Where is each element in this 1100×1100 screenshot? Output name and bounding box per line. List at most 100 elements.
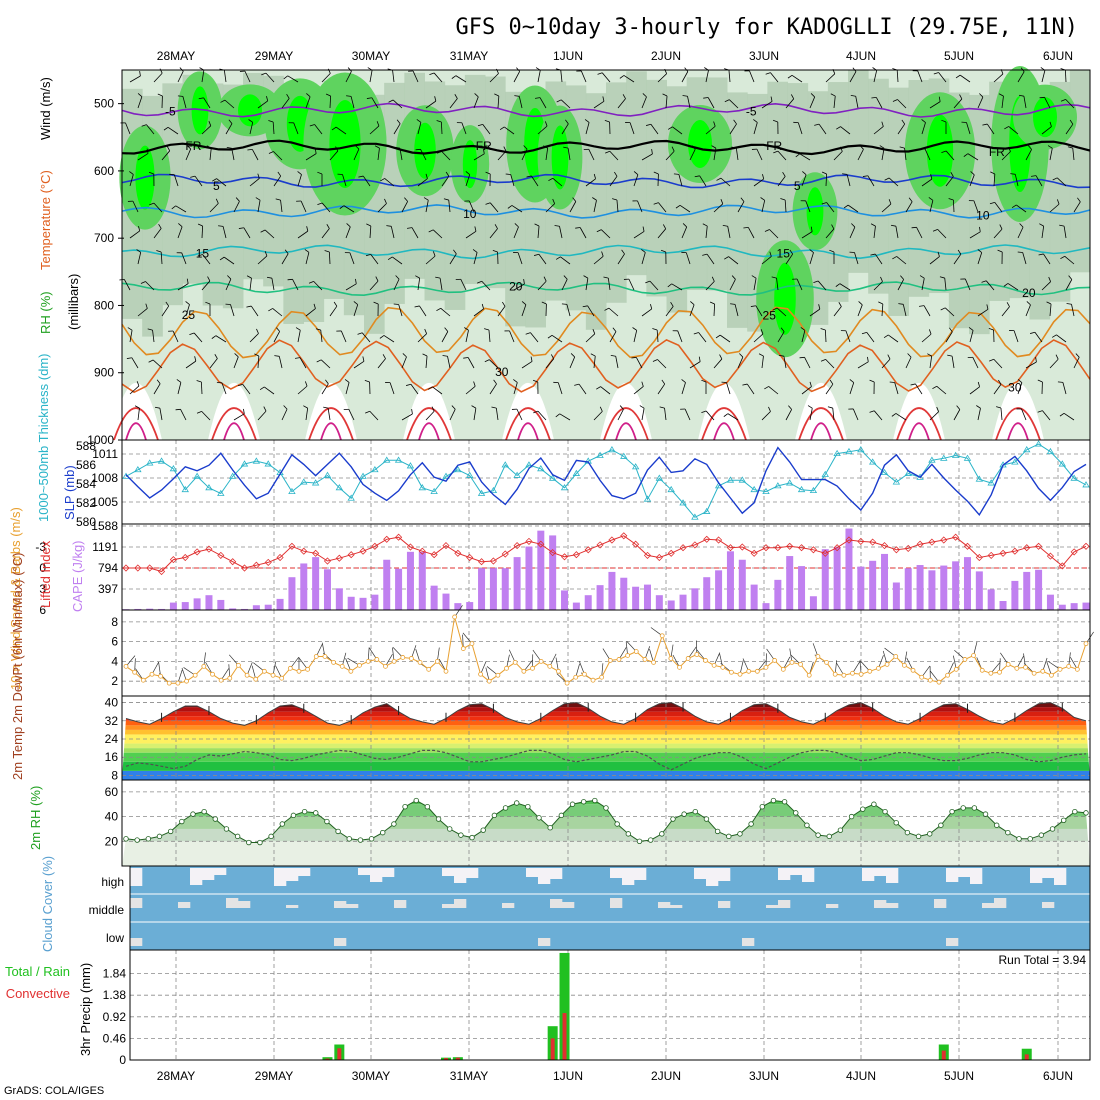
thickness-point <box>252 457 261 464</box>
wind-barb <box>737 201 745 213</box>
wind-barb-feather <box>443 198 449 201</box>
wind-barb <box>328 251 331 265</box>
wind-barb-feather <box>254 353 260 357</box>
wind-barb <box>684 408 691 421</box>
wind10-point <box>927 677 933 683</box>
rh2m-point <box>257 839 263 846</box>
wind-barb-feather <box>724 256 729 260</box>
wind-barb-feather <box>317 171 323 175</box>
lifted-index-axis-label: Lifted Index <box>38 540 53 608</box>
temp-tick-label: 16 <box>105 750 119 764</box>
wind-barb <box>327 408 331 421</box>
thickness-point <box>1023 446 1031 453</box>
wind-barb <box>560 70 563 83</box>
wind-barb-feather <box>1046 301 1052 305</box>
wind-barb-feather <box>1026 301 1031 306</box>
wind-barb-feather <box>264 251 268 257</box>
top-date-label: 3JUN <box>749 49 779 63</box>
wind-barb-feather <box>255 197 261 201</box>
lifted-index-point <box>252 561 260 569</box>
lifted-index-point <box>501 550 509 558</box>
wind-barb-feather <box>921 119 926 123</box>
wind-barb <box>705 410 715 421</box>
wind10-point <box>426 666 432 672</box>
isotherm-label: -5 <box>165 104 176 118</box>
lifted-index-line <box>126 535 1087 573</box>
cloud-high-gap <box>202 868 215 880</box>
wind-barb-feather <box>682 95 688 97</box>
rh2m-point <box>592 797 598 804</box>
wind10-point <box>997 669 1002 675</box>
wind-barb-feather <box>1035 356 1037 363</box>
thickness-point <box>963 454 972 461</box>
rh2m-point <box>949 808 955 815</box>
wind-barb-feather <box>839 146 843 152</box>
wind-barb-feather <box>930 174 933 180</box>
cloud-high-gap <box>874 868 887 876</box>
wind-barb <box>973 200 979 213</box>
wind-barb <box>1073 357 1080 369</box>
wind-barb-feather <box>274 355 280 357</box>
wind-barb <box>1025 149 1032 161</box>
wind-barb <box>223 256 235 265</box>
cloud-high-gap <box>694 868 707 879</box>
wind-barb-feather <box>414 305 420 308</box>
wind-barb <box>537 70 541 83</box>
isotherm-label: 30 <box>1008 380 1022 394</box>
rh2m-point <box>145 836 152 842</box>
hot-isotherm <box>113 407 159 441</box>
slp-axis-label: SLP (mb) <box>62 465 77 520</box>
wind-barb <box>137 308 148 317</box>
wind-barb <box>641 96 647 109</box>
wind-barb-feather <box>211 335 217 339</box>
bottom-date-label: 1JUN <box>553 1069 583 1083</box>
precip-tick-label: 0.92 <box>103 1010 127 1024</box>
wind10-point <box>486 678 492 684</box>
rh2m-point <box>737 831 743 837</box>
cape-bar <box>549 535 557 610</box>
cape-bar <box>738 559 746 610</box>
wind-barb <box>353 304 359 317</box>
hot-isotherm <box>211 407 257 441</box>
thickness-point <box>288 487 296 494</box>
wind-barb-feather <box>176 379 182 383</box>
lifted-index-point <box>880 542 889 550</box>
cloud-low-gap <box>742 938 755 946</box>
wind-barb <box>200 381 203 395</box>
wind-barb-feather <box>949 327 953 333</box>
wind-barb <box>855 96 859 109</box>
temp2m-series <box>125 702 1087 771</box>
wind-barb-feather <box>477 280 482 284</box>
wind-barb <box>264 386 275 395</box>
wind-barb-feather <box>612 198 618 201</box>
thickness-point <box>489 486 498 494</box>
wind-barb <box>1065 123 1074 135</box>
li-cape-series <box>122 528 1090 610</box>
lifted-index-point <box>323 557 332 565</box>
thickness-tick-label: 584 <box>76 477 96 491</box>
wind-barb <box>1063 412 1075 421</box>
cape-bar <box>395 568 403 610</box>
wind-barb-feather <box>243 408 245 414</box>
cloud-cover-bars <box>130 866 1090 950</box>
rh2m-point <box>1016 836 1022 842</box>
wind-barb <box>761 356 764 369</box>
thickness-point <box>525 461 533 468</box>
wind10-tick-label: 2 <box>111 674 118 688</box>
thickness-point <box>335 484 344 491</box>
wind-barb-feather <box>999 224 1003 230</box>
hot-isotherm <box>701 407 747 441</box>
rh2m-point <box>1072 808 1078 815</box>
wind-barb-feather <box>955 74 961 79</box>
wind-barb-feather <box>382 354 386 359</box>
wind-barb-feather <box>788 405 792 410</box>
thickness-point <box>1034 440 1043 447</box>
cape-bar <box>762 603 770 610</box>
wind-barb <box>728 70 731 83</box>
cape-bar <box>205 595 213 610</box>
wind-barb-feather <box>175 408 181 411</box>
rh-bright-cell <box>926 114 954 187</box>
lifted-index-point <box>809 546 817 554</box>
lifted-index-point <box>738 543 746 551</box>
wind-barb-feather <box>140 281 146 284</box>
